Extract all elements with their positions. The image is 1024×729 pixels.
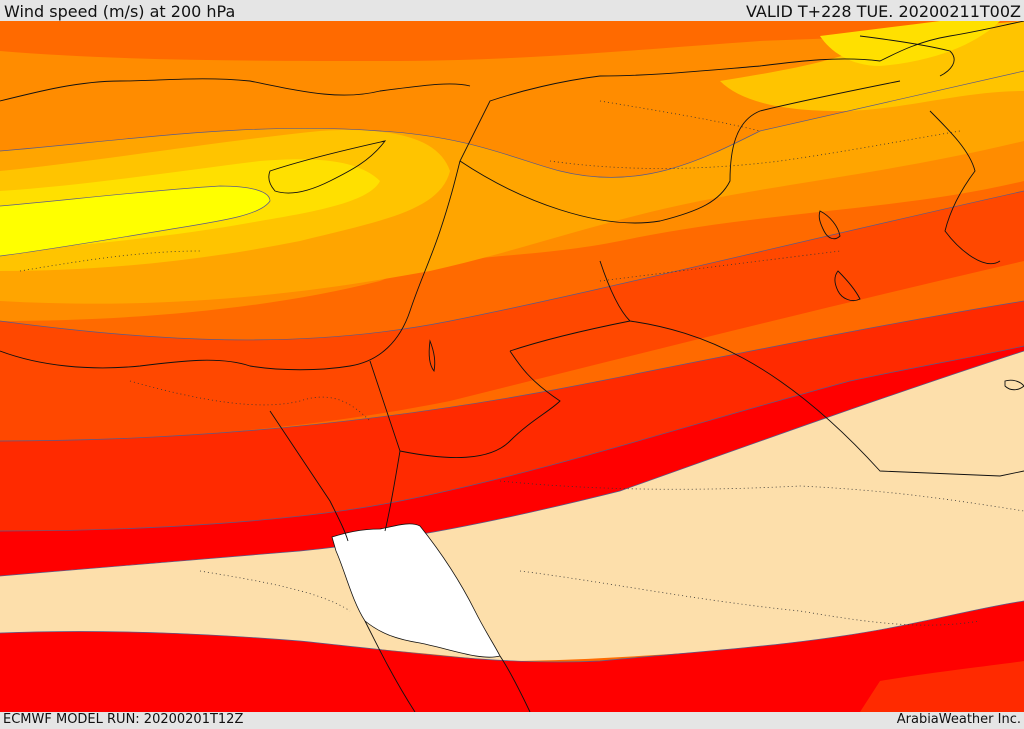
coastlines bbox=[0, 21, 1024, 712]
valid-time: VALID T+228 TUE. 20200211T00Z bbox=[745, 2, 1021, 21]
footer-bar: ECMWF MODEL RUN: 20200201T12Z ArabiaWeat… bbox=[0, 712, 1024, 729]
band-red-south bbox=[0, 601, 1024, 712]
header-bar: Wind speed (m/s) at 200 hPa VALID T+228 … bbox=[0, 0, 1024, 21]
band-yellow bbox=[0, 186, 270, 256]
map-title: Wind speed (m/s) at 200 hPa bbox=[4, 2, 236, 21]
band-scarlet-south bbox=[860, 661, 1024, 712]
band-red bbox=[0, 346, 1024, 576]
band-red-orange bbox=[0, 191, 1024, 441]
wind-speed-map[interactable] bbox=[0, 21, 1024, 712]
map-canvas bbox=[0, 21, 1024, 712]
band-scarlet bbox=[0, 301, 1024, 531]
band-calm bbox=[0, 351, 1024, 661]
brand-name: ArabiaWeather Inc. bbox=[896, 712, 1021, 727]
dotted-borders bbox=[19, 100, 1024, 626]
model-run: ECMWF MODEL RUN: 20200201T12Z bbox=[3, 712, 244, 727]
